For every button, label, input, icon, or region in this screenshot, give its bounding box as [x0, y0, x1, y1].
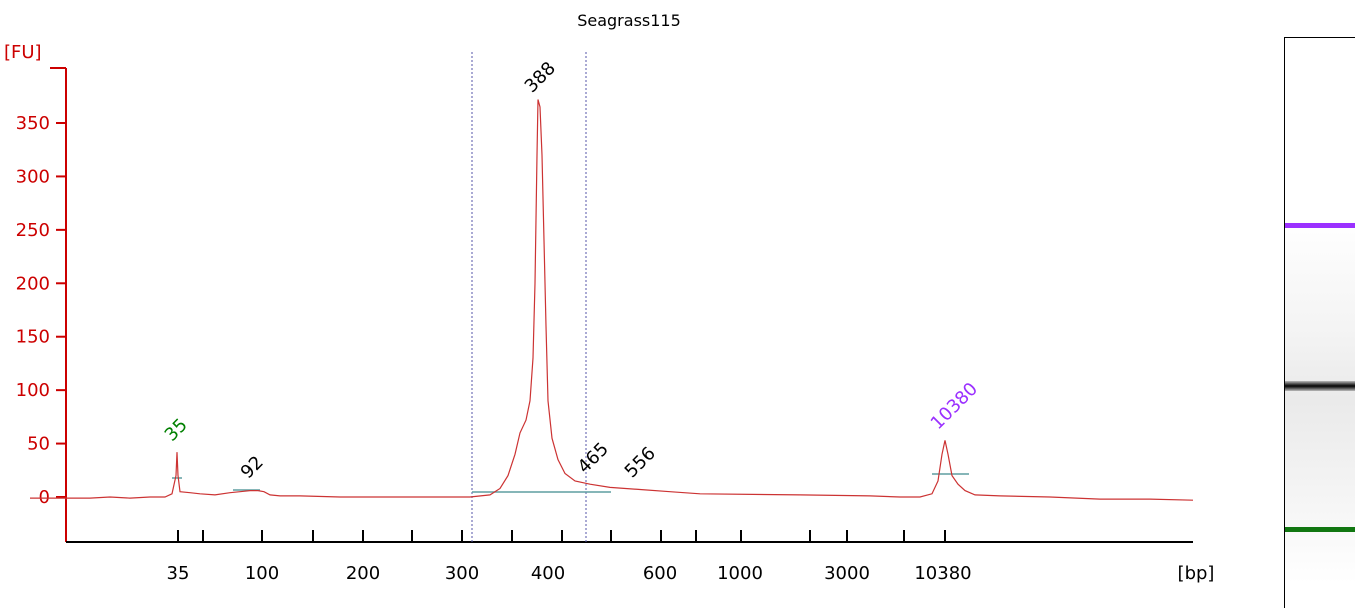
peak-label-556: 556 — [621, 443, 660, 482]
x-tick-label: 1000 — [717, 563, 763, 584]
x-tick-label: 100 — [245, 563, 279, 584]
peak-label-35: 35 — [161, 415, 192, 446]
peak-labels: 35 92 388 465 556 10380 — [161, 58, 982, 483]
x-unit-label: [bp] — [1178, 563, 1215, 584]
peak-label-92: 92 — [237, 452, 268, 483]
sample-band — [1285, 381, 1355, 391]
chart-title: Seagrass115 — [577, 11, 681, 30]
upper-marker-band — [1285, 223, 1355, 228]
x-tick-label: 300 — [445, 563, 479, 584]
gel-lane-background — [1285, 218, 1355, 583]
y-tick-label: 350 — [16, 113, 50, 134]
baseline-markers — [172, 473, 969, 493]
y-tick-label: 150 — [16, 327, 50, 348]
x-tick-label: 600 — [643, 563, 677, 584]
lower-marker-band — [1285, 527, 1355, 532]
y-tick-label: 100 — [16, 380, 50, 401]
y-tick-label: 200 — [16, 273, 50, 294]
x-tick-label: 10380 — [914, 563, 971, 584]
x-axis-ticks: 35 100 200 300 400 600 1000 3000 10380 [… — [167, 530, 1215, 584]
peak-label-388: 388 — [521, 58, 560, 97]
x-tick-label: 200 — [346, 563, 380, 584]
x-tick-label: 35 — [167, 563, 190, 584]
y-tick-label: 50 — [27, 434, 50, 455]
x-tick-label: 400 — [531, 563, 565, 584]
peak-label-465: 465 — [574, 439, 613, 478]
y-tick-label: 250 — [16, 220, 50, 241]
y-unit-label: [FU] — [4, 42, 42, 63]
gel-image-panel — [1284, 37, 1355, 608]
x-tick-label: 3000 — [824, 563, 870, 584]
x-tick-marks — [177, 530, 946, 542]
y-tick-label: 300 — [16, 166, 50, 187]
signal-trace — [30, 99, 1194, 501]
peak-label-10380: 10380 — [927, 379, 982, 434]
